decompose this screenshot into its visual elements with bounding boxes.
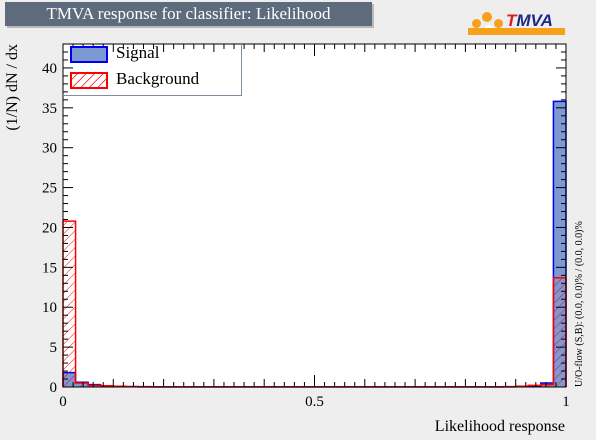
y-tick-label: 25 [42, 181, 57, 197]
signal-swatch [70, 46, 108, 63]
logo-text: TMVA [506, 11, 553, 30]
plot-frame [63, 44, 566, 387]
overflow-label: U/O-flow (S,B): (0.0, 0.0)% / (0.0, 0.0)… [574, 221, 585, 387]
y-tick-label: 30 [42, 141, 57, 157]
tmva-logo: TMVA [468, 9, 568, 39]
background-bar [63, 221, 76, 387]
background-bar [88, 385, 101, 387]
legend: Signal Background [63, 43, 242, 96]
legend-label-signal: Signal [116, 43, 160, 62]
y-tick-label: 5 [50, 340, 58, 356]
background-bar [75, 383, 89, 387]
chart-title: TMVA response for classifier: Likelihood [5, 2, 372, 26]
background-bar [528, 385, 541, 387]
background-bar [540, 384, 554, 387]
y-tick-label: 15 [42, 260, 57, 276]
x-tick-label: 1 [562, 394, 570, 410]
legend-label-background: Background [116, 69, 200, 88]
x-tick-label: 0 [59, 394, 67, 410]
logo-bar [468, 28, 565, 35]
background-swatch [70, 72, 108, 89]
x-tick-label: 0.5 [305, 394, 324, 410]
y-tick-label: 0 [50, 380, 58, 396]
y-axis-label: (1/N) dN / dx [4, 44, 21, 131]
y-tick-label: 10 [42, 300, 57, 316]
background-bar [553, 277, 566, 387]
y-tick-label: 35 [42, 101, 57, 117]
y-tick-label: 40 [42, 61, 57, 77]
y-tick-label: 20 [42, 220, 57, 236]
x-axis-label: Likelihood response [435, 418, 565, 435]
